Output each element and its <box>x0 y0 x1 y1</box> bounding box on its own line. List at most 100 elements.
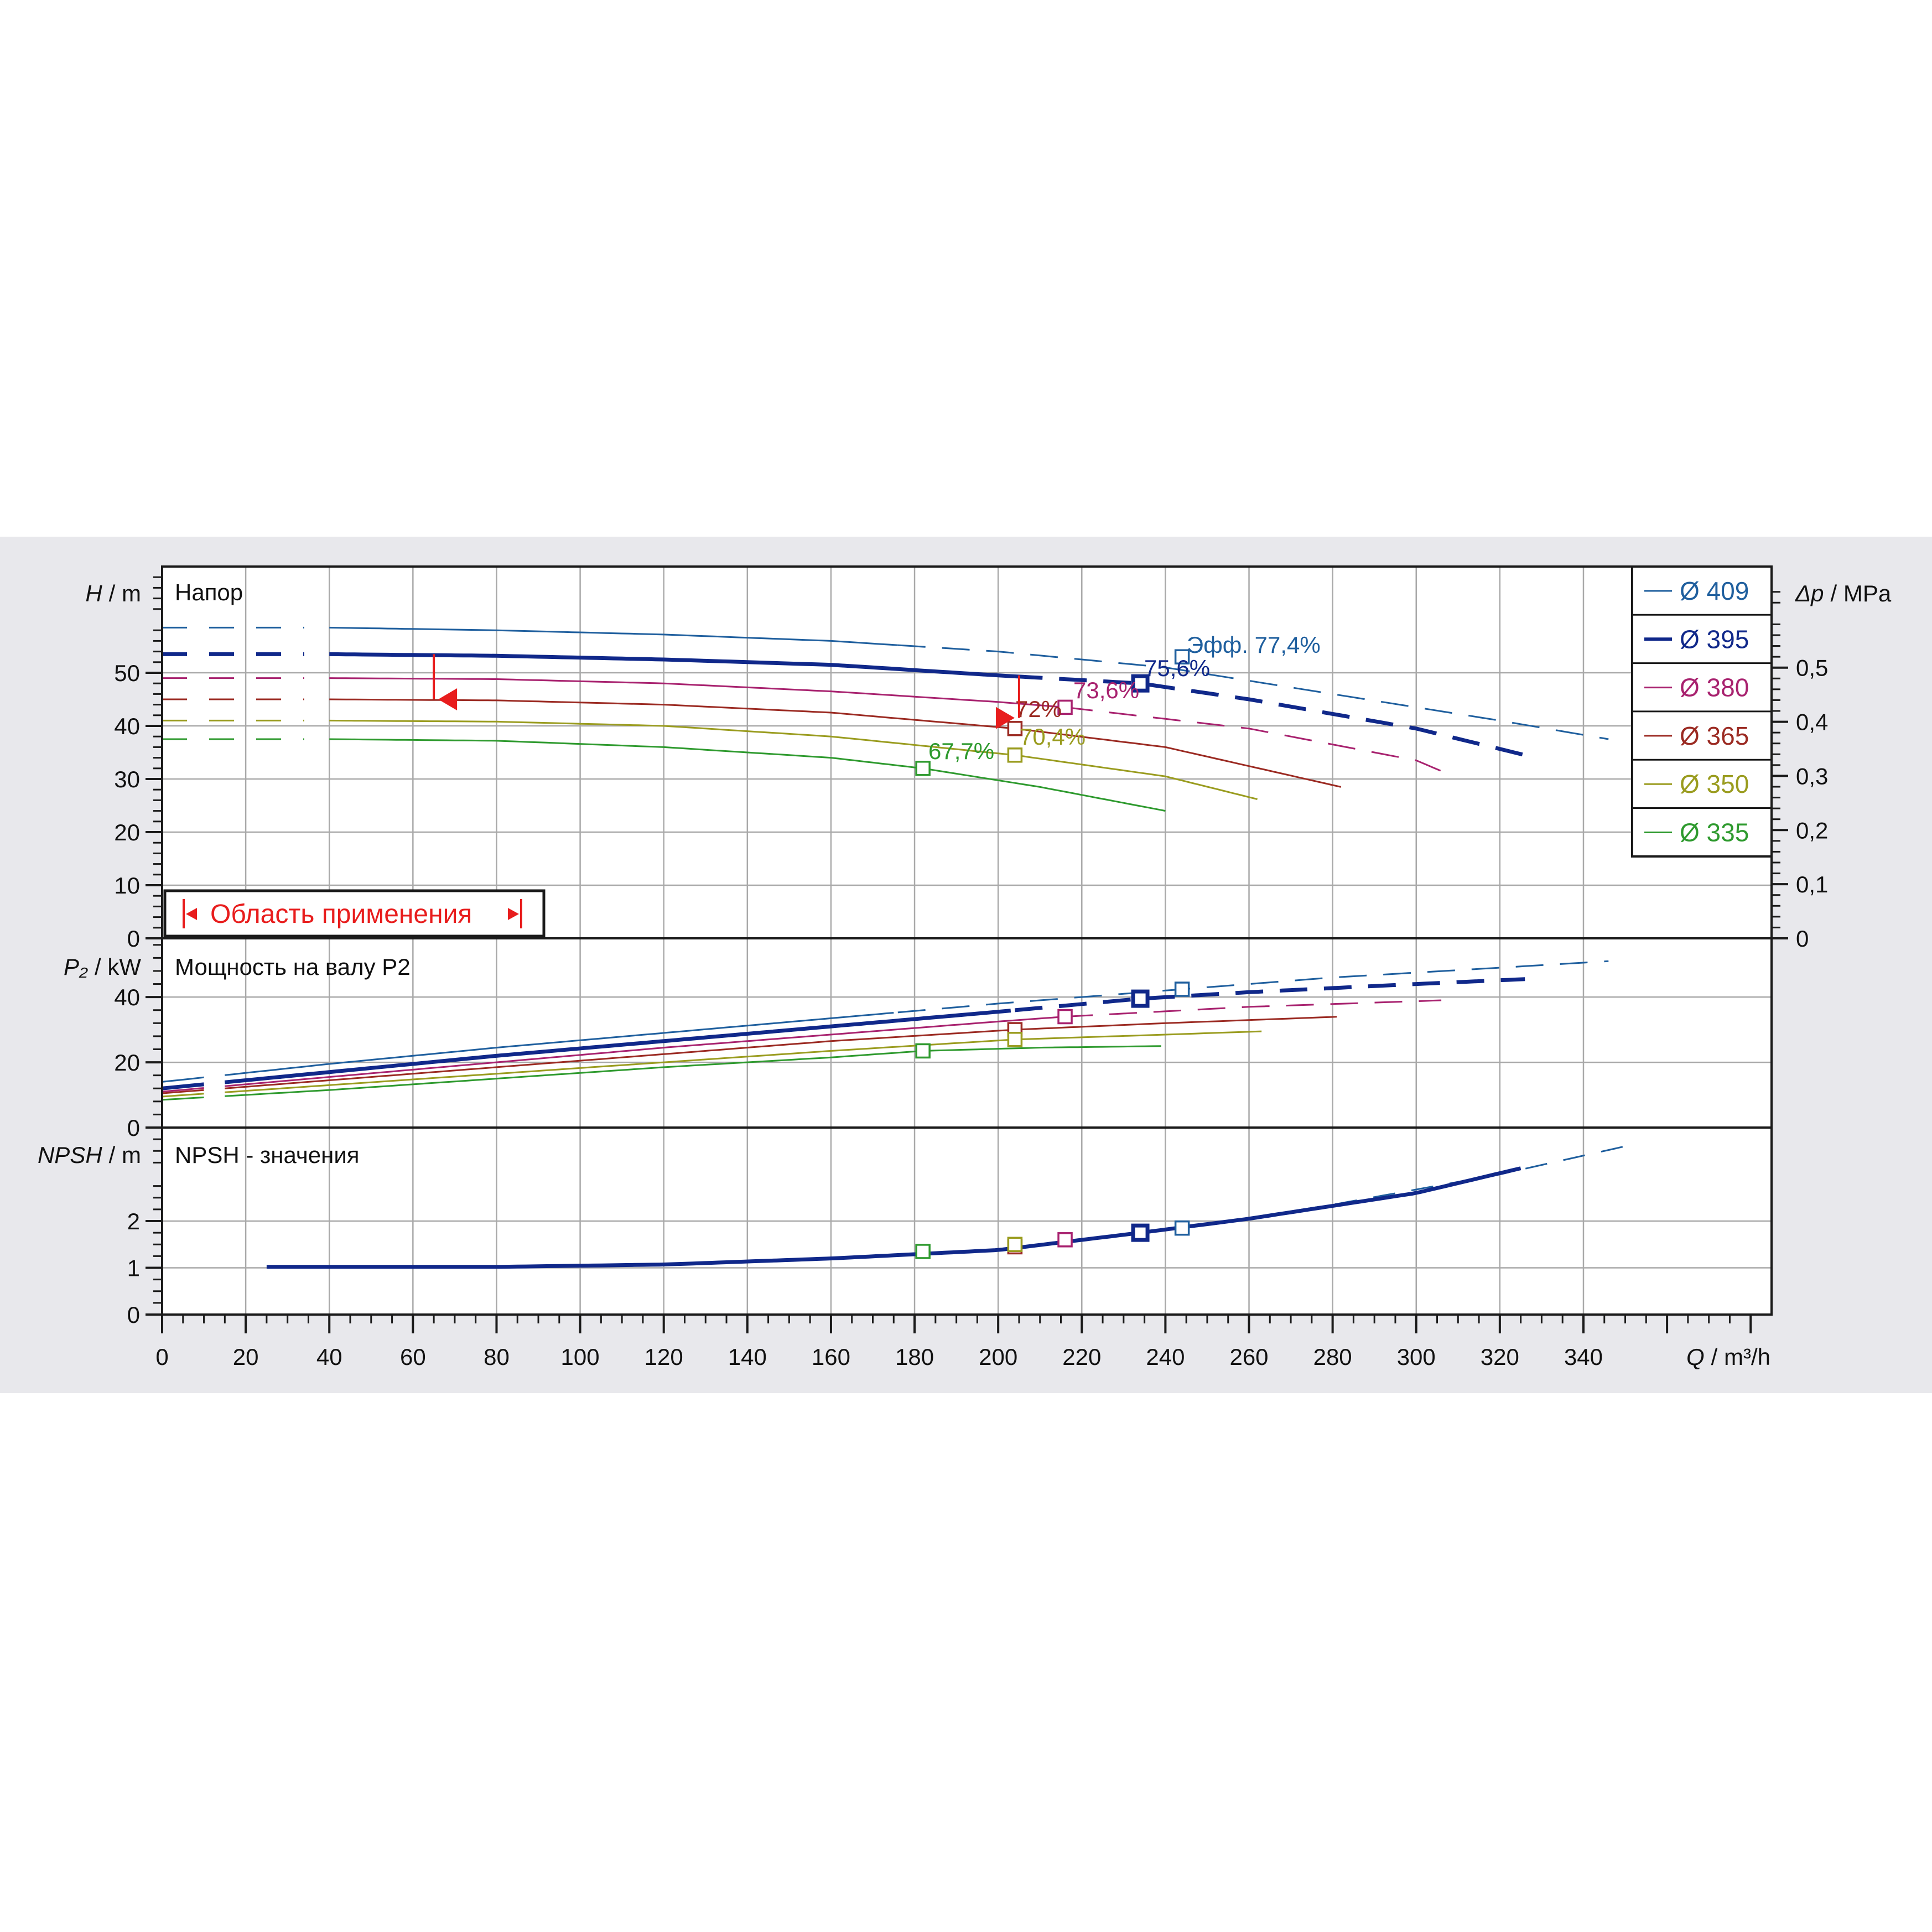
flow-axis-var: Q <box>1686 1344 1705 1370</box>
application-area-left-arrow <box>186 908 197 920</box>
head-tick-label: 50 <box>114 660 140 686</box>
operating-max-arrow <box>995 707 1015 729</box>
pressure-tick-label: 0,1 <box>1796 871 1828 897</box>
legend-label-350: Ø 350 <box>1680 770 1749 798</box>
head-curve-365 <box>329 698 1342 788</box>
npsh-tick-label: 1 <box>127 1255 140 1281</box>
power-curve-380 <box>225 1016 1061 1087</box>
bep-marker-npsh-380 <box>1057 1232 1073 1248</box>
efficiency-label-350: 70,4% <box>1020 724 1086 750</box>
head-curve-tail-380 <box>1064 706 1442 772</box>
x-tick-label: 260 <box>1229 1344 1268 1370</box>
bep-marker-power-335 <box>915 1043 931 1059</box>
head-curve-335 <box>329 738 1166 812</box>
head-tick-label: 10 <box>114 872 140 899</box>
efficiency-label-409: Эфф. 77,4% <box>1187 632 1321 658</box>
x-tick-label: 240 <box>1146 1344 1185 1370</box>
power-axis-var: P₂ <box>64 954 88 980</box>
x-tick-label: 120 <box>645 1344 683 1370</box>
head-axis-unit: / m <box>109 580 141 606</box>
pressure-axis-unit: / MPa <box>1831 580 1892 606</box>
application-area-right-arrow <box>508 908 519 920</box>
x-tick-label: 280 <box>1313 1344 1352 1370</box>
pressure-axis-var: Δp <box>1795 580 1824 606</box>
legend-label-409: Ø 409 <box>1680 577 1749 605</box>
power-axis-unit: / kW <box>95 954 141 980</box>
power-curve-start-409 <box>162 1076 204 1083</box>
head-tick-label: 0 <box>127 926 140 952</box>
npsh-tick-label: 0 <box>127 1302 140 1328</box>
x-tick-label: 340 <box>1564 1344 1603 1370</box>
pressure-tick-label: 0,5 <box>1796 655 1828 681</box>
power-curve-335 <box>225 1045 1161 1097</box>
x-tick-label: 0 <box>155 1344 168 1370</box>
curve-layer <box>162 626 1625 1269</box>
axis-ticks <box>146 576 1788 1333</box>
npsh-tick-label: 2 <box>127 1208 140 1234</box>
head-tick-label: 30 <box>114 766 140 792</box>
x-tick-label: 140 <box>728 1344 767 1370</box>
head-curve-395 <box>329 652 1015 678</box>
x-tick-label: 320 <box>1481 1344 1519 1370</box>
bep-marker-power-350 <box>1007 1032 1023 1047</box>
x-tick-label: 220 <box>1062 1344 1101 1370</box>
power-panel-title: Мощность на валу P2 <box>175 954 411 980</box>
flow-axis-label: Q / m³/h <box>1686 1344 1770 1370</box>
head-curve-409 <box>329 626 898 646</box>
head-tick-label: 40 <box>114 713 140 739</box>
bep-marker-npsh-350 <box>1007 1237 1023 1252</box>
pressure-axis-label: Δp / MPa <box>1795 580 1892 606</box>
power-curve-tail-409 <box>897 960 1609 1014</box>
application-area-box: Область применения <box>163 889 546 938</box>
bep-marker-head-380 <box>1057 699 1073 715</box>
efficiency-label-380: 73,6% <box>1073 677 1139 703</box>
head-axis-label: H / m <box>85 580 141 606</box>
power-curve-395 <box>224 1009 1011 1084</box>
pressure-tick-label: 0,4 <box>1796 709 1828 735</box>
power-tick-label: 0 <box>127 1115 140 1141</box>
legend-label-365: Ø 365 <box>1680 721 1749 750</box>
power-curve-409 <box>225 1012 894 1076</box>
x-tick-label: 20 <box>233 1344 259 1370</box>
bep-marker-layer <box>915 649 1190 1259</box>
bep-marker-npsh-409 <box>1174 1220 1190 1236</box>
pressure-tick-label: 0,2 <box>1796 817 1828 843</box>
operating-range-layer <box>433 654 1020 729</box>
bep-marker-head-335 <box>915 761 931 776</box>
operating-min-arrow <box>438 688 458 710</box>
efficiency-label-365: 72% <box>1015 696 1062 722</box>
npsh-curve-395 <box>266 1166 1521 1269</box>
power-tick-label: 20 <box>114 1050 140 1076</box>
npsh-panel-title: NPSH - значения <box>175 1142 360 1168</box>
bep-marker-npsh-335 <box>915 1244 931 1259</box>
application-area-frame <box>163 889 546 938</box>
grid-lines <box>161 567 1772 1315</box>
head-panel-title: Напор <box>175 579 243 605</box>
power-curve-365 <box>225 1016 1337 1089</box>
power-curve-start-380 <box>162 1087 204 1093</box>
power-curve-start-350 <box>162 1093 204 1098</box>
pressure-tick-label: 0,3 <box>1796 763 1828 789</box>
head-axis-var: H <box>85 580 102 606</box>
bep-marker-power-409 <box>1174 981 1190 997</box>
legend: Ø 409 Ø 395 Ø 380 Ø 365 Ø 350 Ø 335 <box>1631 565 1773 858</box>
efficiency-label-395: 75,6% <box>1144 655 1210 681</box>
x-tick-label: 180 <box>895 1344 934 1370</box>
bep-marker-head-365 <box>1007 721 1023 736</box>
x-tick-label: 80 <box>484 1344 510 1370</box>
x-tick-label: 160 <box>812 1344 850 1370</box>
head-curve-tail-409 <box>897 644 1609 740</box>
head-curve-350 <box>329 719 1258 800</box>
x-tick-label: 300 <box>1397 1344 1436 1370</box>
power-curve-start-335 <box>162 1097 204 1101</box>
npsh-axis-var: NPSH <box>38 1142 102 1168</box>
bep-marker-power-380 <box>1057 1009 1073 1025</box>
efficiency-label-layer: Эфф. 77,4%75,6%73,6% 72%70,4% 67,7% <box>928 632 1321 764</box>
power-axis-label: P₂ / kW <box>64 954 141 980</box>
bep-marker-power-395 <box>1131 989 1150 1008</box>
application-area-label: Область применения <box>210 900 472 929</box>
npsh-axis-unit: / m <box>109 1142 141 1168</box>
power-curve-start-395 <box>162 1082 204 1090</box>
power-curve-tail-380 <box>1065 999 1442 1017</box>
